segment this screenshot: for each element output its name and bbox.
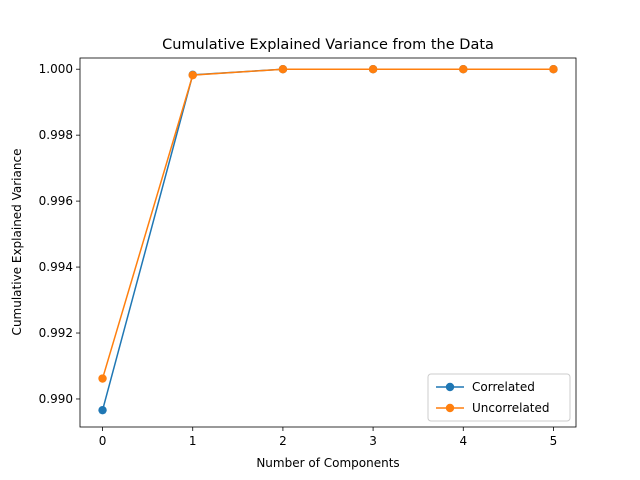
data-point bbox=[549, 65, 558, 74]
plot-area bbox=[79, 57, 577, 428]
legend-item: Uncorrelated bbox=[436, 401, 550, 415]
data-point bbox=[98, 374, 107, 383]
y-tick-label: 1.000 bbox=[39, 62, 73, 76]
y-tick-label: 0.992 bbox=[39, 326, 73, 340]
x-tick-label: 5 bbox=[550, 434, 558, 448]
legend-label: Uncorrelated bbox=[472, 401, 550, 415]
chart-title: Cumulative Explained Variance from the D… bbox=[162, 37, 494, 53]
legend-marker bbox=[445, 382, 455, 392]
y-tick-label: 0.990 bbox=[39, 392, 73, 406]
data-point bbox=[459, 65, 468, 74]
legend-label: Correlated bbox=[472, 380, 535, 394]
series-line bbox=[101, 68, 554, 379]
y-tick-label: 0.998 bbox=[39, 128, 73, 142]
x-tick-label: 1 bbox=[189, 434, 197, 448]
x-tick-label: 3 bbox=[369, 434, 377, 448]
legend: Correlated Uncorrelated bbox=[427, 373, 571, 422]
y-tick-label: 0.994 bbox=[39, 260, 73, 274]
series-correlated bbox=[98, 65, 558, 415]
x-axis: 0 1 2 3 4 5 bbox=[99, 427, 558, 448]
legend-box bbox=[427, 373, 571, 422]
y-axis: 0.990 0.992 0.994 0.996 0.998 1.000 bbox=[39, 62, 80, 406]
series-uncorrelated bbox=[98, 65, 558, 383]
legend-item: Correlated bbox=[436, 380, 535, 394]
series-line bbox=[101, 68, 554, 411]
x-axis-label: Number of Components bbox=[256, 456, 399, 470]
data-point bbox=[188, 70, 197, 80]
plot-frame bbox=[79, 57, 577, 428]
data-point bbox=[278, 65, 288, 74]
y-tick-label: 0.996 bbox=[39, 194, 73, 208]
y-axis-label: Cumulative Explained Variance bbox=[10, 149, 24, 336]
x-tick-label: 0 bbox=[99, 434, 107, 448]
x-tick-label: 2 bbox=[279, 434, 287, 448]
series-layer bbox=[98, 65, 558, 415]
data-point bbox=[98, 405, 107, 415]
data-point bbox=[368, 65, 378, 74]
x-tick-label: 4 bbox=[459, 434, 467, 448]
legend-marker bbox=[445, 403, 455, 413]
